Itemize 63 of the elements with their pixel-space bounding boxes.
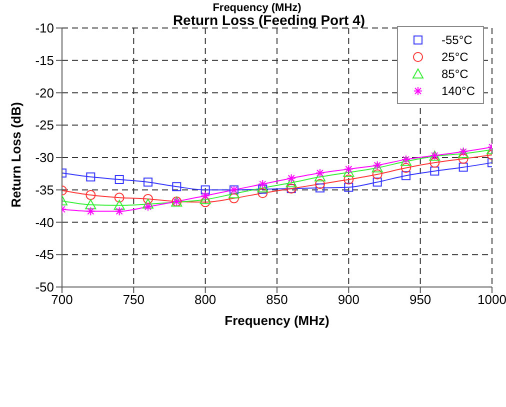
point — [142, 198, 154, 209]
x-tick-label: 750 — [122, 292, 145, 308]
point — [172, 182, 182, 192]
point — [372, 160, 382, 170]
point — [402, 171, 410, 180]
point — [86, 190, 96, 200]
legend-label: 25°C — [442, 50, 468, 64]
point — [430, 166, 440, 176]
point — [372, 169, 382, 180]
point — [114, 192, 124, 203]
point — [372, 162, 383, 172]
point — [144, 202, 152, 212]
point — [258, 180, 268, 189]
y-tick-label: -20 — [35, 85, 54, 100]
y-tick-label: -10 — [35, 20, 54, 36]
y-axis-title: Return Loss (dB) — [8, 102, 24, 208]
point — [344, 174, 354, 185]
point — [86, 206, 96, 216]
point — [143, 194, 153, 204]
point — [86, 172, 96, 182]
x-tick-label: 900 — [338, 292, 360, 308]
point — [430, 158, 440, 168]
y-tick-label: -40 — [35, 214, 54, 230]
point — [286, 174, 296, 183]
legend-label: 85°C — [442, 66, 468, 80]
y-tick-label: -15 — [35, 52, 54, 68]
point — [200, 185, 210, 194]
point — [114, 175, 124, 184]
point — [200, 197, 210, 208]
point — [258, 184, 268, 194]
x-tick-label: 1000 — [478, 292, 506, 308]
y-tick-label: -45 — [35, 247, 54, 262]
point — [344, 182, 354, 192]
x-tick-label: 950 — [409, 292, 432, 308]
point — [458, 162, 468, 172]
point — [229, 193, 239, 204]
legend-label: 140°C — [442, 84, 475, 98]
point — [315, 179, 325, 190]
y-tick-label: -50 — [35, 280, 54, 295]
point — [200, 191, 210, 200]
legend-label: -55°C — [442, 32, 472, 46]
point — [114, 200, 125, 210]
point — [316, 183, 324, 192]
point — [85, 199, 96, 210]
point — [344, 164, 354, 174]
point — [200, 194, 211, 204]
y-tick-label: -25 — [35, 118, 54, 133]
text: Frequency (MHz) — [212, 2, 302, 14]
point — [343, 166, 354, 177]
x-tick-label: 850 — [266, 292, 288, 308]
y-tick-label: -30 — [35, 150, 54, 166]
x-tick-label: 800 — [194, 292, 216, 308]
x-tick-label: 700 — [51, 292, 73, 308]
point — [316, 168, 324, 178]
point — [372, 178, 382, 187]
chart-title: Return Loss (Feeding Port 4) — [172, 12, 366, 28]
point — [114, 206, 124, 216]
y-tick-label: -35 — [35, 182, 54, 198]
point — [401, 162, 411, 173]
x-axis-title: Frequency (MHz) — [224, 313, 330, 328]
point — [458, 154, 468, 164]
point — [144, 178, 152, 187]
point — [258, 188, 268, 198]
